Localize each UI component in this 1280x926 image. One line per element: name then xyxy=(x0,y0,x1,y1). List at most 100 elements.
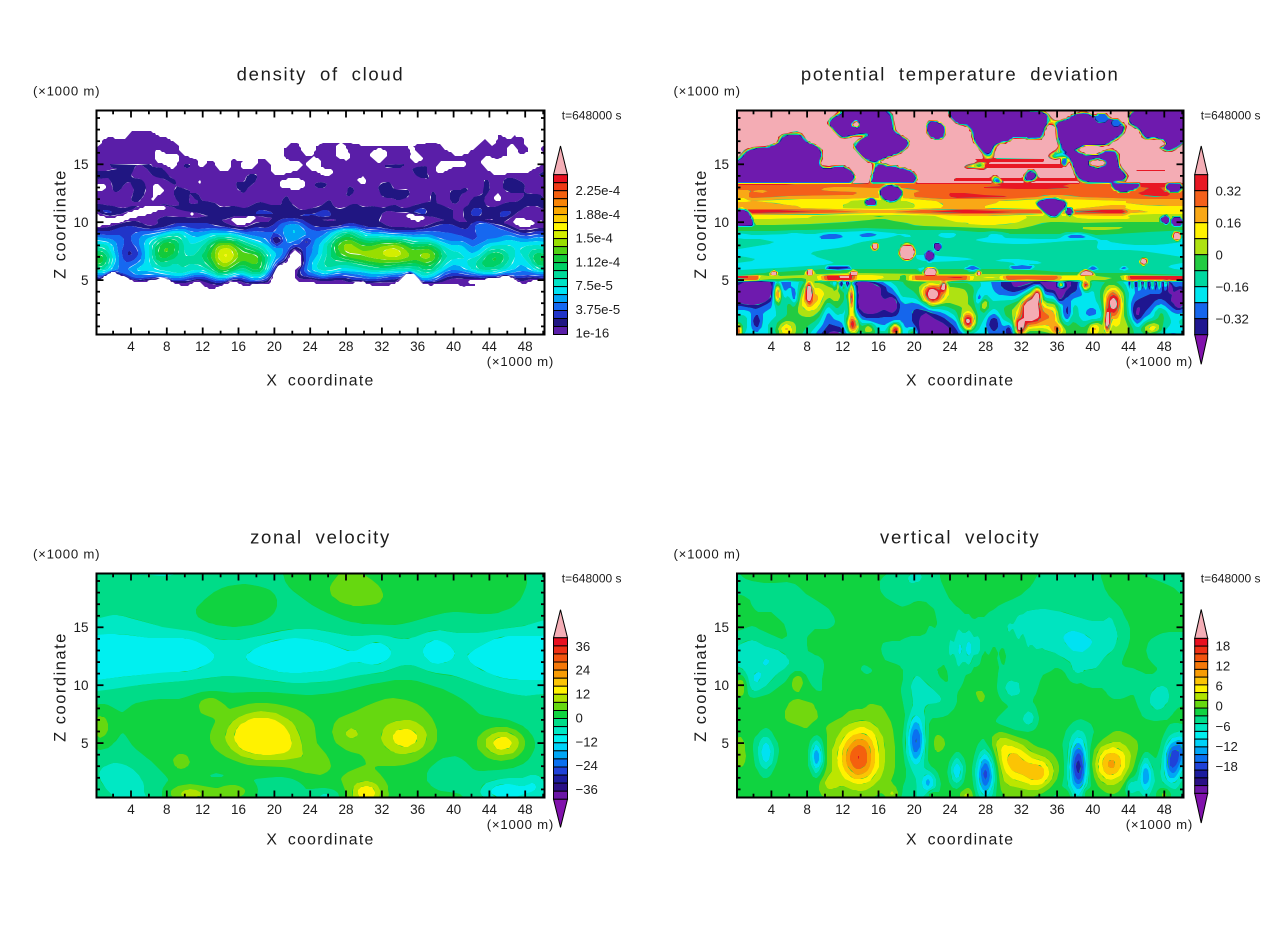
svg-text:(×1000 m): (×1000 m) xyxy=(674,84,741,99)
svg-text:24: 24 xyxy=(942,802,958,817)
svg-text:−18: −18 xyxy=(1216,759,1238,774)
svg-text:6: 6 xyxy=(1216,678,1223,693)
svg-text:15: 15 xyxy=(73,157,88,172)
svg-text:5: 5 xyxy=(81,736,89,751)
svg-text:4: 4 xyxy=(127,802,135,817)
svg-text:16: 16 xyxy=(871,339,886,354)
svg-text:36: 36 xyxy=(1050,802,1065,817)
svg-text:40: 40 xyxy=(446,802,461,817)
svg-text:12: 12 xyxy=(195,339,210,354)
svg-text:28: 28 xyxy=(978,339,993,354)
svg-text:0: 0 xyxy=(576,710,583,725)
svg-text:36: 36 xyxy=(576,639,591,654)
svg-text:potential temperature deviatio: potential temperature deviation xyxy=(801,64,1120,85)
svg-text:(×1000 m): (×1000 m) xyxy=(1126,354,1193,369)
svg-text:40: 40 xyxy=(446,339,461,354)
svg-text:(×1000 m): (×1000 m) xyxy=(33,547,100,562)
svg-text:12: 12 xyxy=(195,802,210,817)
svg-text:24: 24 xyxy=(576,663,591,678)
svg-text:20: 20 xyxy=(907,802,922,817)
svg-text:12: 12 xyxy=(576,687,591,702)
svg-text:4: 4 xyxy=(127,339,135,354)
svg-text:16: 16 xyxy=(871,802,886,817)
svg-text:32: 32 xyxy=(1014,802,1029,817)
svg-text:24: 24 xyxy=(942,339,958,354)
svg-text:32: 32 xyxy=(374,802,389,817)
svg-text:5: 5 xyxy=(81,273,89,288)
svg-text:10: 10 xyxy=(73,215,88,230)
svg-text:0: 0 xyxy=(1216,247,1223,262)
svg-text:10: 10 xyxy=(714,678,729,693)
svg-text:(×1000 m): (×1000 m) xyxy=(33,84,100,99)
svg-text:t=648000 s: t=648000 s xyxy=(1201,109,1261,123)
svg-text:16: 16 xyxy=(231,802,246,817)
svg-text:16: 16 xyxy=(231,339,246,354)
svg-text:10: 10 xyxy=(73,678,88,693)
svg-text:15: 15 xyxy=(714,157,729,172)
svg-text:8: 8 xyxy=(803,339,811,354)
svg-text:zonal velocity: zonal velocity xyxy=(250,527,391,548)
svg-text:t=648000 s: t=648000 s xyxy=(1201,572,1261,586)
svg-text:X coordinate: X coordinate xyxy=(266,373,374,390)
svg-text:24: 24 xyxy=(303,802,319,817)
svg-text:48: 48 xyxy=(1157,802,1172,817)
svg-text:36: 36 xyxy=(410,339,425,354)
svg-text:−0.32: −0.32 xyxy=(1216,311,1249,326)
svg-text:t=648000 s: t=648000 s xyxy=(562,109,622,123)
svg-text:1e-16: 1e-16 xyxy=(576,326,610,341)
svg-text:36: 36 xyxy=(410,802,425,817)
svg-text:(×1000 m): (×1000 m) xyxy=(487,817,554,832)
svg-text:density of cloud: density of cloud xyxy=(237,64,405,85)
svg-text:−0.16: −0.16 xyxy=(1216,279,1249,294)
svg-text:12: 12 xyxy=(1216,658,1231,673)
svg-text:5: 5 xyxy=(721,736,729,751)
svg-text:24: 24 xyxy=(303,339,319,354)
svg-text:Z coordinate: Z coordinate xyxy=(52,632,70,742)
svg-text:8: 8 xyxy=(803,802,811,817)
svg-text:0.16: 0.16 xyxy=(1216,215,1242,230)
svg-text:Z coordinate: Z coordinate xyxy=(52,169,70,279)
svg-text:5: 5 xyxy=(721,273,729,288)
svg-text:X coordinate: X coordinate xyxy=(906,373,1014,390)
svg-text:X coordinate: X coordinate xyxy=(266,832,374,849)
svg-text:−12: −12 xyxy=(1216,739,1238,754)
svg-text:12: 12 xyxy=(835,802,850,817)
svg-text:−6: −6 xyxy=(1216,719,1231,734)
svg-text:−36: −36 xyxy=(576,782,598,797)
svg-text:Z coordinate: Z coordinate xyxy=(692,169,710,279)
svg-text:Z coordinate: Z coordinate xyxy=(692,632,710,742)
svg-text:0.32: 0.32 xyxy=(1216,183,1242,198)
svg-text:15: 15 xyxy=(73,620,88,635)
svg-text:vertical velocity: vertical velocity xyxy=(880,527,1040,548)
svg-text:1.5e-4: 1.5e-4 xyxy=(576,231,613,246)
svg-text:4: 4 xyxy=(768,339,776,354)
svg-text:28: 28 xyxy=(338,802,353,817)
svg-text:1.12e-4: 1.12e-4 xyxy=(576,255,621,270)
svg-text:44: 44 xyxy=(1121,339,1137,354)
svg-text:3.75e-5: 3.75e-5 xyxy=(576,302,621,317)
svg-text:44: 44 xyxy=(1121,802,1137,817)
svg-text:28: 28 xyxy=(978,802,993,817)
svg-text:(×1000 m): (×1000 m) xyxy=(1126,817,1193,832)
svg-text:(×1000 m): (×1000 m) xyxy=(487,354,554,369)
svg-text:15: 15 xyxy=(714,620,729,635)
svg-text:32: 32 xyxy=(1014,339,1029,354)
svg-text:8: 8 xyxy=(163,802,171,817)
svg-text:−12: −12 xyxy=(576,734,598,749)
svg-text:4: 4 xyxy=(768,802,776,817)
svg-text:12: 12 xyxy=(835,339,850,354)
svg-text:18: 18 xyxy=(1216,639,1231,654)
svg-text:0: 0 xyxy=(1216,699,1223,714)
svg-text:20: 20 xyxy=(267,802,282,817)
svg-text:10: 10 xyxy=(714,215,729,230)
svg-text:1.88e-4: 1.88e-4 xyxy=(576,207,621,222)
svg-text:X coordinate: X coordinate xyxy=(906,832,1014,849)
svg-text:48: 48 xyxy=(518,339,533,354)
svg-text:8: 8 xyxy=(163,339,171,354)
svg-text:20: 20 xyxy=(267,339,282,354)
svg-text:44: 44 xyxy=(482,802,498,817)
svg-text:48: 48 xyxy=(518,802,533,817)
svg-text:t=648000 s: t=648000 s xyxy=(562,572,622,586)
svg-text:32: 32 xyxy=(374,339,389,354)
svg-text:2.25e-4: 2.25e-4 xyxy=(576,183,621,198)
